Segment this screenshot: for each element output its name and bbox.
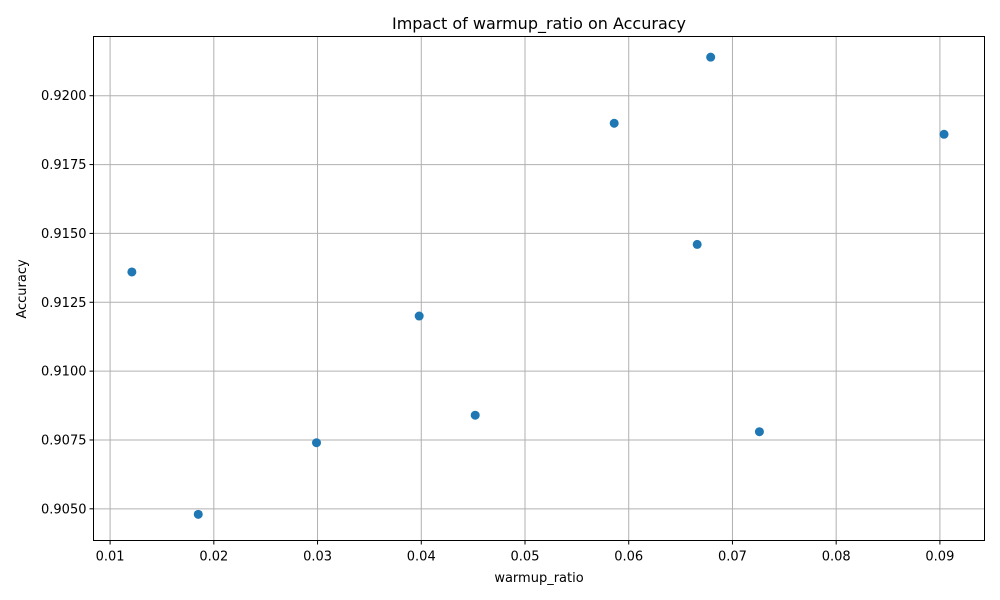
data-point	[692, 239, 702, 249]
x-tick-label: 0.01	[96, 550, 125, 565]
data-point	[193, 509, 203, 519]
x-tick-label: 0.05	[511, 550, 540, 565]
x-tick-label: 0.09	[925, 550, 954, 565]
x-axis-label: warmup_ratio	[494, 571, 583, 586]
data-points	[127, 52, 949, 519]
y-tick-label: 0.9100	[41, 365, 87, 380]
y-tick-label: 0.9125	[41, 296, 87, 311]
data-point	[127, 267, 137, 277]
x-tick-label: 0.06	[614, 550, 643, 565]
x-tick-label: 0.04	[407, 550, 436, 565]
y-tick-label: 0.9075	[41, 433, 87, 448]
x-tick-label: 0.07	[718, 550, 747, 565]
y-tick-label: 0.9050	[41, 502, 87, 517]
data-point	[939, 129, 949, 139]
data-point	[470, 410, 480, 420]
x-tick-label: 0.02	[199, 550, 228, 565]
data-point	[706, 52, 716, 62]
chart-title: Impact of warmup_ratio on Accuracy	[392, 14, 686, 34]
y-tick-label: 0.9175	[41, 158, 87, 173]
plot-area-frame	[93, 36, 985, 541]
data-point	[414, 311, 424, 321]
data-point	[754, 427, 764, 437]
y-tick-label: 0.9150	[41, 227, 87, 242]
grid	[93, 36, 985, 541]
data-point	[609, 118, 619, 128]
x-axis-ticks: 0.01 0.02 0.03 0.04 0.05 0.06 0.07 0.08 0.09	[96, 540, 954, 565]
y-tick-label: 0.9200	[41, 89, 87, 104]
y-axis-ticks: 0.9050 0.9075 0.9100 0.9125 0.9150 0.9175 0.92…	[41, 89, 94, 517]
x-tick-label: 0.08	[822, 550, 851, 565]
x-tick-label: 0.03	[303, 550, 332, 565]
y-axis-label: Accuracy	[15, 259, 30, 319]
data-point	[312, 438, 322, 448]
